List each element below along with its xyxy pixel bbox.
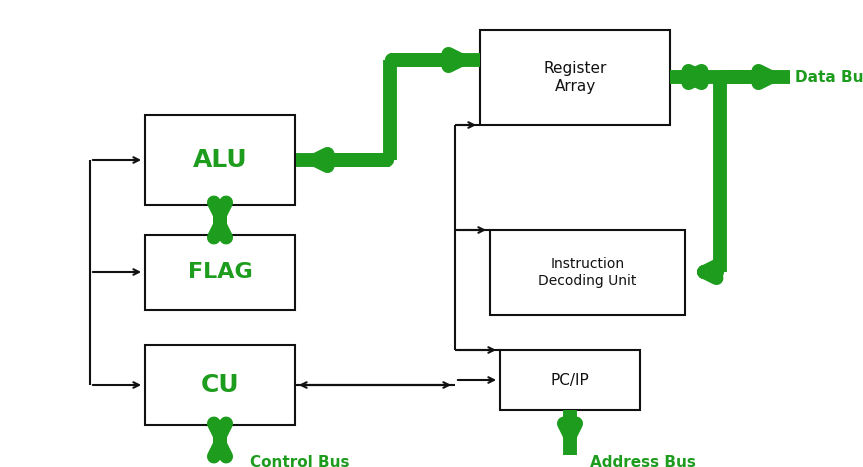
Text: Instruction
Decoding Unit: Instruction Decoding Unit [539, 257, 637, 288]
Bar [480, 30, 670, 125]
Bar [145, 235, 295, 310]
Text: Address Bus: Address Bus [590, 455, 696, 467]
Text: Data Bus: Data Bus [795, 70, 863, 85]
Bar [500, 350, 640, 410]
Bar [490, 230, 685, 315]
Text: PC/IP: PC/IP [551, 373, 589, 388]
Text: CU: CU [201, 373, 239, 397]
Text: FLAG: FLAG [187, 262, 252, 283]
Text: ALU: ALU [192, 148, 248, 172]
Bar [145, 115, 295, 205]
Text: Register
Array: Register Array [544, 61, 607, 94]
Text: Control Bus: Control Bus [250, 455, 350, 467]
Bar [145, 345, 295, 425]
